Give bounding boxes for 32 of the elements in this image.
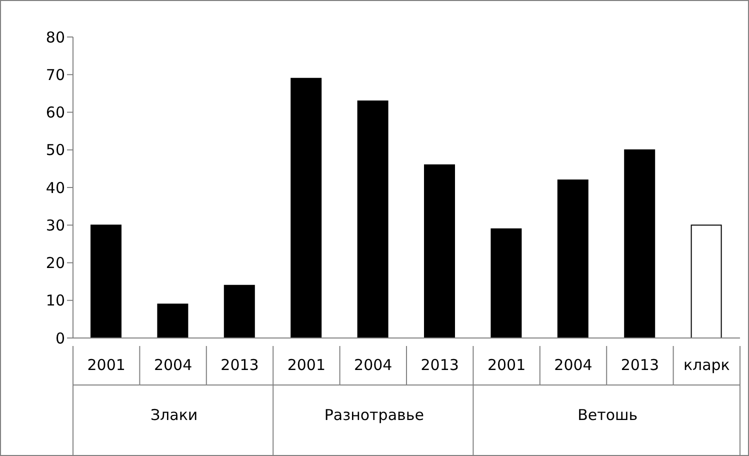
bar [90, 224, 122, 338]
x-tick-label: 2004 [554, 356, 592, 374]
y-tick-label: 0 [55, 329, 65, 348]
y-tick-label: 40 [46, 178, 65, 197]
y-tick-label: 70 [46, 66, 65, 84]
x-tick-label: 2004 [154, 356, 192, 374]
y-tick-label: 60 [46, 104, 65, 122]
bar [424, 164, 455, 338]
bar [624, 149, 656, 338]
y-tick-label: 50 [46, 141, 65, 160]
x-tick-label: 2001 [287, 356, 326, 374]
bar [490, 228, 522, 338]
x-tick-label: 2001 [487, 356, 526, 374]
x-tick-label: 2004 [354, 356, 392, 374]
x-tick-label: 2013 [420, 356, 459, 374]
bar [290, 78, 322, 338]
text: Ветошь [576, 406, 639, 424]
x-tick-label: 2001 [87, 356, 126, 374]
bar [157, 304, 188, 338]
y-tick-label: 30 [46, 216, 65, 234]
x-tick-label: 2013 [620, 356, 660, 374]
y-tick-label: 20 [46, 254, 65, 272]
y-tick-label: 80 [46, 28, 65, 46]
bar [690, 224, 722, 338]
bar [357, 100, 388, 338]
text: Злаки [149, 406, 199, 424]
x-tick-label: 2013 [220, 356, 259, 374]
x-tick-label: кларк [683, 356, 730, 374]
bar [224, 284, 255, 338]
y-tick-label: 10 [46, 292, 65, 310]
bar [557, 179, 588, 338]
text: Разнотравье [323, 406, 425, 424]
